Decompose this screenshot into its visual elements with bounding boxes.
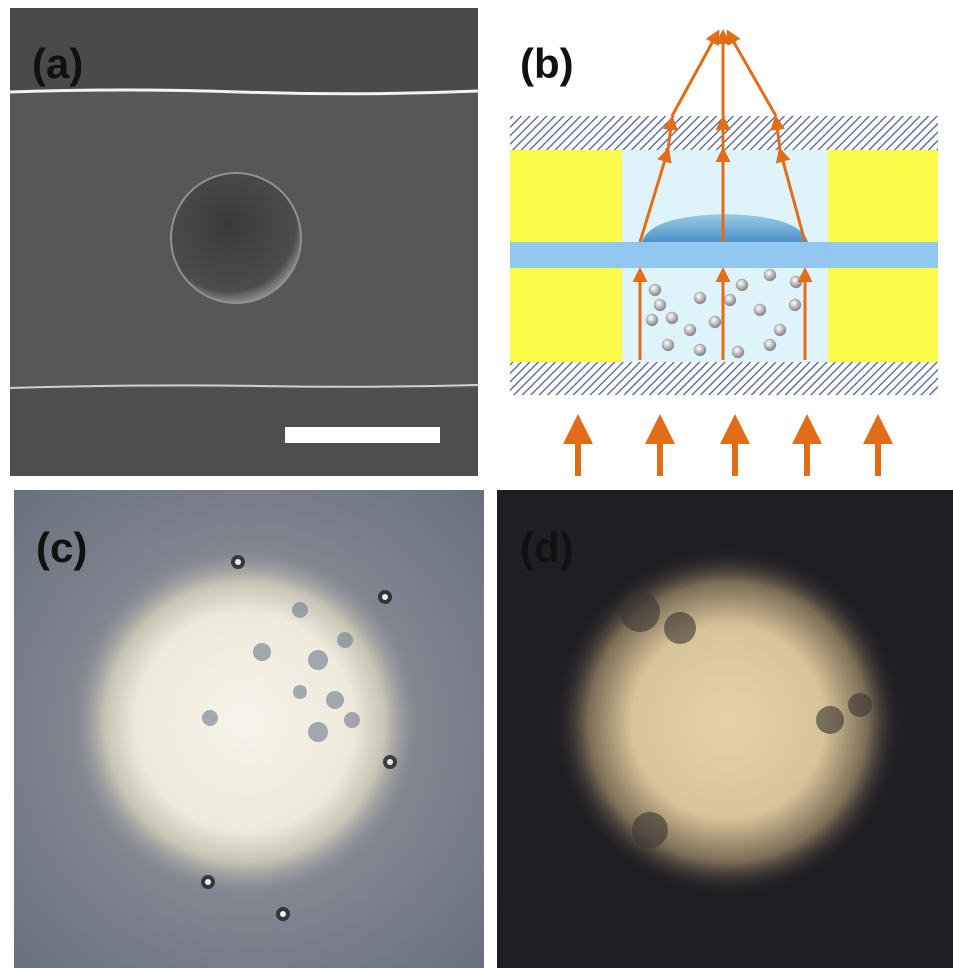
panel-label: (b) (520, 40, 574, 87)
particle (789, 299, 801, 311)
particle (764, 339, 776, 351)
particle (764, 269, 776, 281)
particle (654, 299, 666, 311)
particle (774, 324, 786, 336)
particle (709, 316, 721, 328)
dark-spot (308, 650, 328, 670)
dark-spot (816, 706, 844, 734)
light-ray (728, 32, 776, 116)
particle (649, 284, 661, 296)
bottom-glass (510, 362, 938, 395)
dark-spot (632, 812, 668, 848)
panel-c: (c) (14, 490, 484, 968)
light-ray (672, 32, 718, 116)
panel-b: (b) (510, 32, 938, 476)
dark-spot (848, 693, 872, 717)
bright-spot (553, 547, 903, 897)
dark-spot (326, 691, 344, 709)
dark-spot (344, 712, 360, 728)
bead-core (382, 594, 388, 600)
dark-spot (664, 612, 696, 644)
panel-label: (a) (32, 40, 83, 87)
particle (646, 314, 658, 326)
particle (732, 346, 744, 358)
scale-bar (285, 427, 440, 443)
microlens (171, 173, 301, 303)
bead-core (235, 559, 241, 565)
bright-spot (70, 547, 420, 897)
particle (754, 304, 766, 316)
dark-spot (337, 632, 353, 648)
particle (694, 292, 706, 304)
particle (662, 339, 674, 351)
panel-a: (a) (10, 8, 478, 476)
particle (790, 276, 802, 288)
figure: (a) (b) (c) (d) (0, 0, 953, 968)
dark-spot (293, 685, 307, 699)
bead-core (387, 759, 393, 765)
dark-spot (620, 592, 660, 632)
panel-d: (d) (497, 490, 953, 968)
bead-core (205, 879, 211, 885)
particle (694, 344, 706, 356)
particle (724, 294, 736, 306)
dark-spot (202, 710, 218, 726)
particle (684, 324, 696, 336)
bead-core (280, 911, 286, 917)
particle (666, 312, 678, 324)
dark-spot (253, 643, 271, 661)
membrane (510, 242, 938, 268)
dark-spot (292, 602, 308, 618)
panel-label: (d) (520, 524, 574, 571)
dark-spot (308, 722, 328, 742)
panel-label: (c) (36, 524, 87, 571)
particle (736, 279, 748, 291)
